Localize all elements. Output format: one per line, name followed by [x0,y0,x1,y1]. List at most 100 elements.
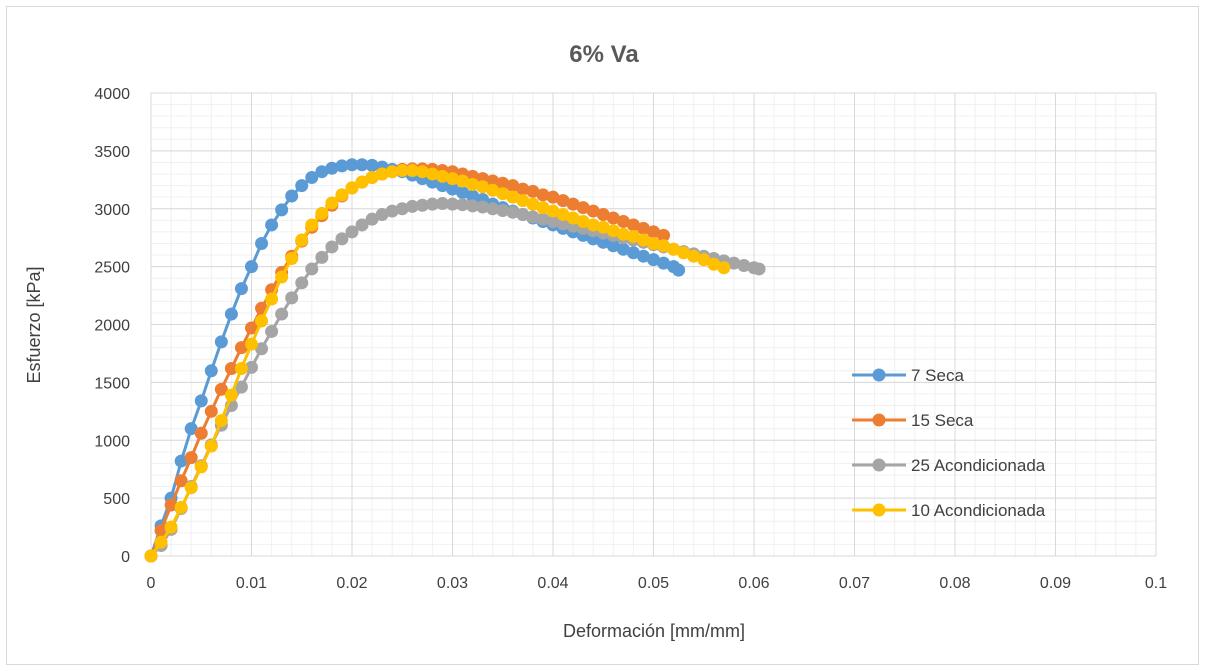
legend-item-7-seca: 7 Seca [852,366,964,385]
data-point-15-seca [204,404,218,418]
data-point-15-seca [486,174,500,188]
data-point-10-acondicionada [335,188,349,202]
data-point-15-seca [526,184,540,198]
data-point-7-seca [224,307,238,321]
data-point-10-acondicionada [154,535,168,549]
y-tick-label: 3500 [94,144,130,161]
data-point-10-acondicionada [536,201,550,215]
data-point-10-acondicionada [255,314,269,328]
data-point-10-acondicionada [566,211,580,225]
data-point-10-acondicionada [446,172,459,186]
data-point-15-seca [546,190,560,204]
data-point-25-acondicionada [395,202,409,216]
data-point-15-seca [234,341,248,355]
data-point-15-seca [164,498,178,512]
y-tick-label: 4000 [94,86,130,103]
data-point-7-seca [616,242,630,256]
data-point-10-acondicionada [305,218,319,232]
legend-marker [872,413,886,427]
data-point-7-seca [245,260,258,274]
data-point-25-acondicionada [315,250,329,264]
data-point-7-seca [255,236,269,250]
series-layer [144,158,766,563]
x-tick-label: 0.03 [437,575,468,592]
data-point-15-seca [516,182,530,196]
x-tick-label: 0 [147,575,156,592]
series-line-25-acondicionada [149,202,760,558]
y-tick-label: 2500 [94,260,130,277]
data-point-25-acondicionada [245,360,258,374]
data-point-15-seca [536,188,550,202]
data-point-7-seca [355,158,369,172]
data-point-10-acondicionada [546,204,560,218]
data-point-15-seca [606,211,620,225]
data-point-10-acondicionada [576,214,590,228]
data-point-25-acondicionada [375,208,389,222]
data-point-15-seca [586,204,600,218]
legend-item-10-acondicionada: 10 Acondicionada [852,501,1046,520]
data-point-25-acondicionada [305,262,319,276]
data-point-7-seca [456,186,470,200]
data-point-7-seca [596,235,610,249]
data-point-10-acondicionada [636,233,650,247]
data-point-10-acondicionada [194,460,208,474]
data-point-7-seca [265,218,279,232]
data-point-10-acondicionada [204,439,218,453]
data-point-10-acondicionada [687,249,701,263]
data-point-7-seca [606,239,620,253]
data-point-10-acondicionada [405,164,419,178]
data-point-10-acondicionada [355,175,369,189]
data-point-10-acondicionada [556,208,570,222]
data-point-10-acondicionada [526,197,540,211]
data-point-15-seca [626,218,640,232]
legend-label: 15 Seca [911,411,974,430]
data-point-25-acondicionada [265,324,279,338]
data-point-10-acondicionada [295,233,309,247]
y-tick-label: 2000 [94,318,130,335]
data-point-25-acondicionada [496,203,510,217]
series-10-acondicionada [144,164,731,563]
data-point-25-acondicionada [506,205,520,219]
data-point-10-acondicionada [586,218,600,232]
data-point-10-acondicionada [375,167,389,181]
data-point-10-acondicionada [234,361,248,375]
data-point-10-acondicionada [596,220,610,234]
x-tick-label: 0.02 [336,575,367,592]
data-point-15-seca [566,197,580,211]
data-point-10-acondicionada [395,164,409,178]
data-point-7-seca [174,454,188,468]
data-point-10-acondicionada [657,239,671,253]
data-point-10-acondicionada [214,414,228,428]
data-point-10-acondicionada [516,194,530,208]
data-point-25-acondicionada [466,199,480,213]
data-point-7-seca [672,263,686,277]
data-point-15-seca [556,194,570,208]
data-point-25-acondicionada [526,210,540,224]
data-point-25-acondicionada [435,197,449,211]
data-point-10-acondicionada [435,169,449,183]
data-point-10-acondicionada [616,227,630,241]
data-point-25-acondicionada [546,214,560,228]
data-point-10-acondicionada [184,481,198,495]
data-point-7-seca [435,179,449,193]
data-point-25-acondicionada [365,212,379,226]
data-point-10-acondicionada [717,261,731,275]
data-point-10-acondicionada [667,242,681,256]
data-point-25-acondicionada [405,199,419,213]
data-point-10-acondicionada [496,187,510,201]
data-point-10-acondicionada [415,165,429,179]
legend-marker [872,503,886,517]
x-tick-label: 0.01 [236,575,267,592]
data-point-10-acondicionada [315,206,329,220]
legend-label: 10 Acondicionada [911,501,1046,520]
legend-label: 7 Seca [911,366,964,385]
data-point-7-seca [466,189,480,203]
data-point-7-seca [234,282,248,296]
data-point-25-acondicionada [516,208,530,222]
data-point-15-seca [224,361,238,375]
data-point-15-seca [214,382,228,396]
data-point-15-seca [616,214,630,228]
data-point-10-acondicionada [365,170,379,184]
data-point-10-acondicionada [647,236,660,250]
